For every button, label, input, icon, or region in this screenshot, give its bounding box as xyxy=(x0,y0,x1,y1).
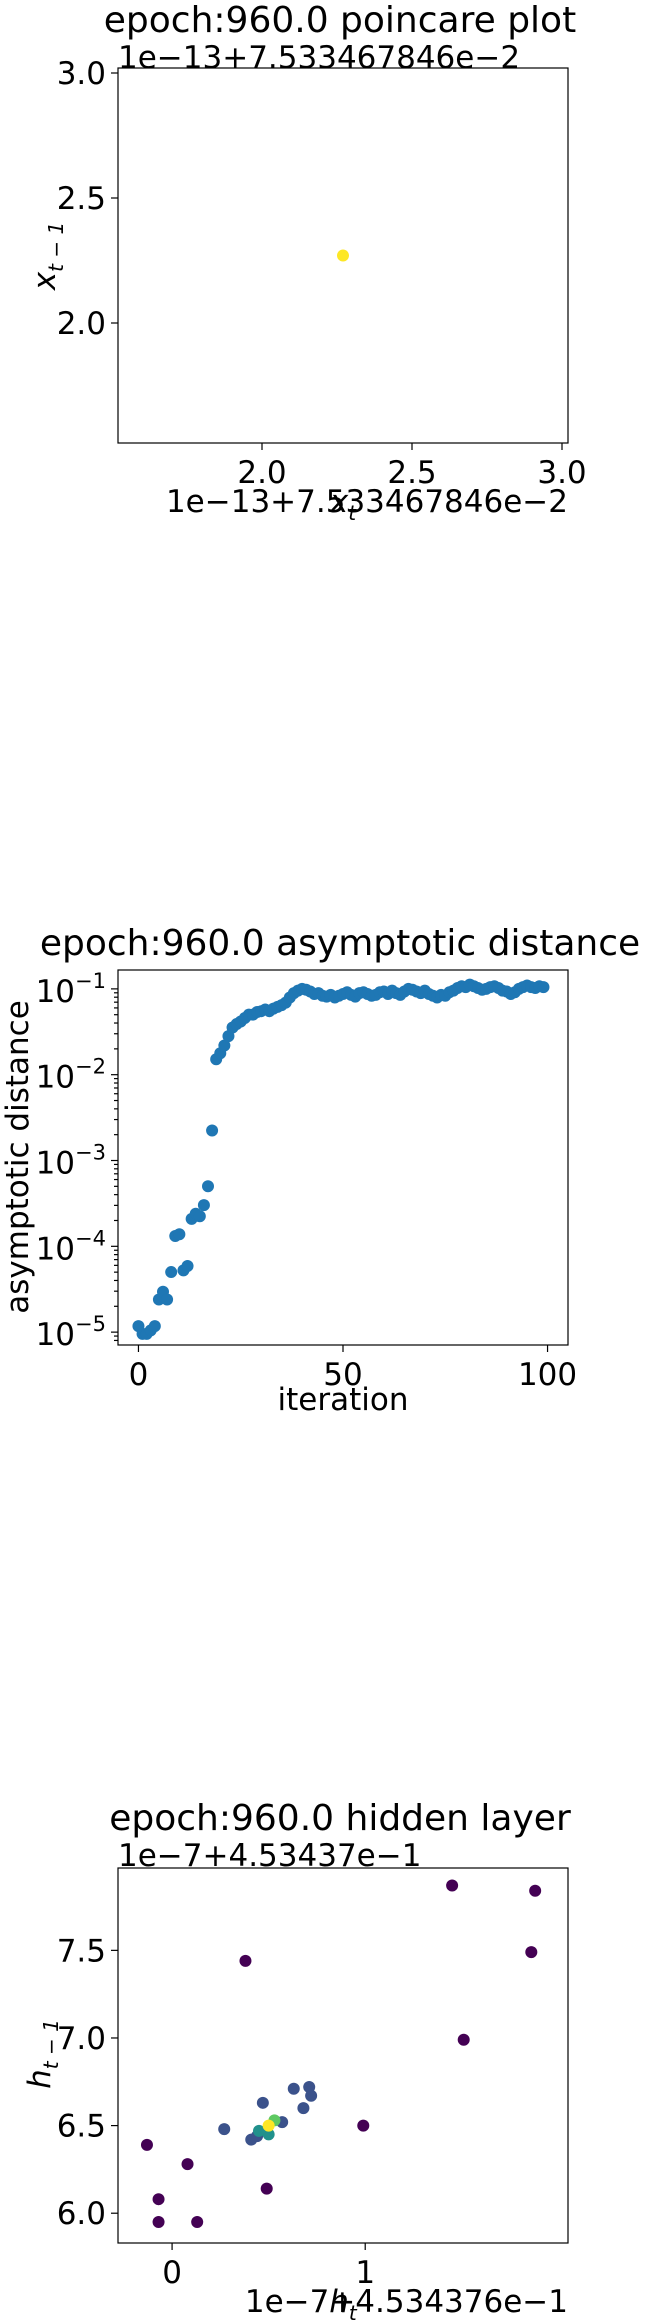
scatter-point xyxy=(140,2138,153,2151)
scatter-point xyxy=(457,2033,470,2046)
hidden-plot-area xyxy=(117,1867,569,2244)
y-tick-label: 6.5 xyxy=(57,2109,106,2145)
x-tick-label: 100 xyxy=(518,1357,577,1393)
scatter-point xyxy=(165,1266,178,1279)
poincare-chart: epoch:960.0 poincare plot 1e−13+7.533467… xyxy=(27,0,587,525)
hidden-x-label: ht xyxy=(329,2284,358,2323)
scatter-point xyxy=(537,981,550,994)
poincare-y-label: xt − 1 xyxy=(27,222,68,291)
x-tick-label: 3.0 xyxy=(537,455,586,491)
poincare-y-offset: 1e−13+7.533467846e−2 xyxy=(118,40,520,76)
poincare-plot-area xyxy=(117,67,569,444)
asymptotic-title: epoch:960.0 asymptotic distance xyxy=(40,923,640,964)
scatter-point xyxy=(173,1228,186,1241)
scatter-point xyxy=(206,1124,219,1137)
y-tick-label: 7.0 xyxy=(57,2021,106,2057)
x-tick-label: 2.5 xyxy=(387,455,436,491)
y-tick-label: 10−1 xyxy=(36,969,106,1010)
scatter-point xyxy=(181,1260,194,1273)
scatter-point xyxy=(305,2089,318,2102)
y-tick-label: 10−2 xyxy=(36,1055,106,1096)
y-tick-label: 10−4 xyxy=(36,1226,106,1267)
scatter-point xyxy=(202,1180,214,1193)
y-tick-label: 7.5 xyxy=(57,1933,106,1969)
y-tick-label: 10−3 xyxy=(36,1141,106,1182)
scatter-point xyxy=(181,2158,194,2171)
scatter-point xyxy=(218,2123,231,2136)
x-tick-label: 2.0 xyxy=(237,455,286,491)
y-tick-label: 2.5 xyxy=(57,181,106,217)
scatter-point xyxy=(297,2102,310,2115)
y-tick-label: 3.0 xyxy=(57,56,106,92)
x-tick-label: 0 xyxy=(162,2255,182,2291)
scatter-point xyxy=(337,249,349,262)
x-tick-label: 0 xyxy=(129,1357,149,1393)
scatter-point xyxy=(287,2082,300,2095)
scatter-point xyxy=(161,1293,174,1306)
scatter-point xyxy=(260,2182,273,2195)
scatter-point xyxy=(357,2119,370,2132)
scatter-point xyxy=(252,2124,265,2137)
hidden-y-label: ht − 1 xyxy=(22,2019,63,2089)
x-tick-label: 1 xyxy=(355,2255,375,2291)
y-tick-label: 2.0 xyxy=(57,306,106,342)
y-tick-label: 10−5 xyxy=(36,1312,106,1353)
scatter-point xyxy=(152,2215,165,2228)
scatter-point xyxy=(148,1320,161,1333)
x-tick-label: 50 xyxy=(323,1357,362,1393)
asymptotic-y-label: asymptotic distance xyxy=(0,1000,36,1314)
hidden-x-offset: 1e−7+4.534376e−1 xyxy=(245,2284,568,2320)
scatter-point xyxy=(191,2215,204,2228)
hidden-layer-chart: epoch:960.0 hidden layer 1e−7+4.53437e−1… xyxy=(22,1798,571,2323)
poincare-x-label: xt xyxy=(329,484,357,525)
poincare-x-offset: 1e−13+7.533467846e−2 xyxy=(166,484,568,520)
hidden-title: epoch:960.0 hidden layer xyxy=(109,1798,571,1839)
scatter-point xyxy=(197,1199,210,1212)
scatter-point xyxy=(262,2119,275,2132)
scatter-point xyxy=(256,2096,269,2109)
scatter-point xyxy=(218,1039,231,1052)
scatter-point xyxy=(446,1879,459,1892)
y-tick-label: 6.0 xyxy=(57,2196,106,2232)
asymptotic-x-label: iteration xyxy=(278,1382,409,1418)
scatter-point xyxy=(239,1954,252,1967)
scatter-point xyxy=(529,1884,542,1897)
scatter-point xyxy=(262,2128,275,2141)
scatter-point xyxy=(152,2193,165,2206)
poincare-title: epoch:960.0 poincare plot xyxy=(104,0,576,41)
asymptotic-distance-chart: epoch:960.0 asymptotic distance 10−5 10−4… xyxy=(0,923,640,1418)
asymptotic-plot-area xyxy=(117,969,569,1346)
scatter-point xyxy=(193,1210,206,1223)
scatter-point xyxy=(525,1946,538,1959)
